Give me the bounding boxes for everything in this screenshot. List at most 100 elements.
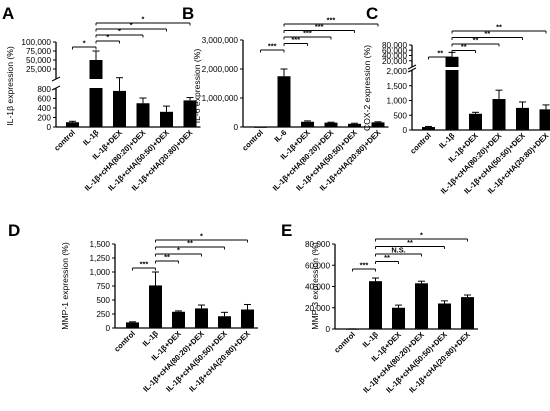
significance-label: ***	[140, 260, 149, 269]
y-tick-label: 60,000	[305, 261, 330, 270]
y-tick-label: 1,000	[387, 97, 408, 106]
panel-letter: C	[366, 4, 378, 23]
significance-label: *	[420, 231, 423, 240]
significance-label: **	[407, 238, 413, 247]
panel-letter: A	[2, 4, 14, 23]
bar	[422, 127, 435, 130]
x-tick-label: control	[408, 131, 433, 156]
y-tick-label: 500	[96, 296, 110, 305]
x-tick-label: IL-1β	[81, 128, 100, 147]
y-tick-label: 1,250	[90, 254, 111, 263]
significance-label: N.S.	[391, 246, 405, 255]
bar	[160, 111, 173, 127]
significance-label: **	[496, 23, 502, 32]
bar	[113, 90, 126, 127]
x-tick-label: IL-1β	[437, 131, 456, 150]
x-tick-label: IL-1β	[141, 329, 160, 348]
bar	[445, 56, 459, 130]
bar	[492, 99, 506, 130]
y-axis-label: COX-2 expression (%)	[362, 45, 372, 131]
bar	[277, 76, 291, 127]
axis-break-gap	[444, 67, 460, 70]
y-tick-label: 400	[37, 104, 51, 113]
y-tick-label: 80,000	[305, 240, 330, 249]
significance-label: ***	[315, 22, 324, 31]
significance-label: *	[177, 246, 180, 255]
y-axis-label: MMP-3 expression (%)	[310, 242, 320, 330]
y-tick-label: 80,000	[382, 41, 407, 50]
significance-label: **	[384, 253, 390, 262]
bar	[369, 281, 382, 329]
panel-letter: D	[8, 221, 20, 240]
y-tick-label: 1,500	[90, 240, 111, 249]
bar	[301, 121, 314, 127]
bar	[241, 309, 254, 328]
bar	[324, 122, 338, 127]
y-tick-label: 600	[37, 95, 51, 104]
bar	[89, 60, 103, 127]
y-tick-label: 40,000	[382, 52, 407, 61]
significance-label: ***	[268, 42, 277, 51]
significance-label: **	[461, 42, 467, 51]
x-tick-label: control	[240, 128, 265, 153]
panel-letter: B	[182, 4, 194, 23]
y-tick-label: 2,000,000	[202, 65, 239, 74]
significance-label: **	[473, 36, 479, 45]
y-tick-label: 20,000	[382, 57, 407, 66]
y-axis-label: IL-1β expression (%)	[5, 46, 15, 126]
significance-label: **	[187, 239, 193, 248]
significance-label: *	[200, 232, 203, 241]
bar	[218, 316, 231, 328]
bar	[438, 303, 451, 329]
y-tick-label: 20,000	[305, 304, 330, 313]
bar	[126, 322, 139, 328]
y-tick-label: 0	[402, 126, 407, 135]
panel-d: D 0 250 500 750 1,000 1,250 1,500 MMP-1 expressi…	[8, 221, 258, 394]
y-tick-label: 1,000,000	[202, 94, 239, 103]
x-tick-label: control	[332, 330, 357, 355]
y-tick-label: 25,000	[26, 65, 51, 74]
y-tick-label: 1,000	[90, 268, 111, 277]
y-tick-label: 200	[37, 114, 51, 123]
bar	[66, 122, 79, 127]
x-tick-label: IL-1β	[361, 330, 380, 349]
y-tick-label: 50,000	[26, 56, 51, 65]
significance-label: *	[118, 27, 121, 36]
significance-label: **	[484, 29, 490, 38]
y-tick-label: 800	[37, 85, 51, 94]
axis-break-mark	[51, 76, 61, 82]
bar	[348, 123, 361, 127]
bar	[461, 297, 474, 329]
y-tick-label: 250	[96, 310, 110, 319]
y-tick-label: 3,000,000	[202, 36, 239, 45]
bar	[516, 107, 529, 130]
bar	[415, 283, 428, 329]
bar	[183, 100, 197, 127]
y-tick-label: 60,000	[382, 46, 407, 55]
significance-label: ***	[360, 261, 369, 270]
bar	[539, 109, 550, 130]
y-tick-label: 2,000	[387, 67, 408, 76]
axis-break-mark	[407, 64, 417, 70]
y-tick-label: 0	[325, 325, 330, 334]
bar	[136, 103, 150, 127]
bar	[392, 307, 405, 329]
y-tick-label: 500	[393, 111, 407, 120]
significance-label: ***	[291, 35, 300, 44]
y-axis-label: IL-6 expression (%)	[192, 49, 202, 124]
significance-label: *	[106, 33, 109, 42]
bar	[371, 122, 385, 127]
bar	[195, 308, 208, 328]
panel-c: C 0 500 1,000 1,500 2,00020,00040,00060,00080…	[362, 4, 550, 196]
y-tick-label: 40,000	[305, 283, 330, 292]
significance-label: **	[437, 49, 443, 58]
y-tick-label: 75,000	[26, 47, 51, 56]
significance-label: *	[130, 21, 133, 30]
significance-label: *	[83, 39, 86, 48]
y-tick-label: 750	[96, 282, 110, 291]
significance-label: **	[164, 253, 170, 262]
panel-letter: E	[281, 221, 292, 240]
x-tick-label: control	[112, 329, 137, 354]
